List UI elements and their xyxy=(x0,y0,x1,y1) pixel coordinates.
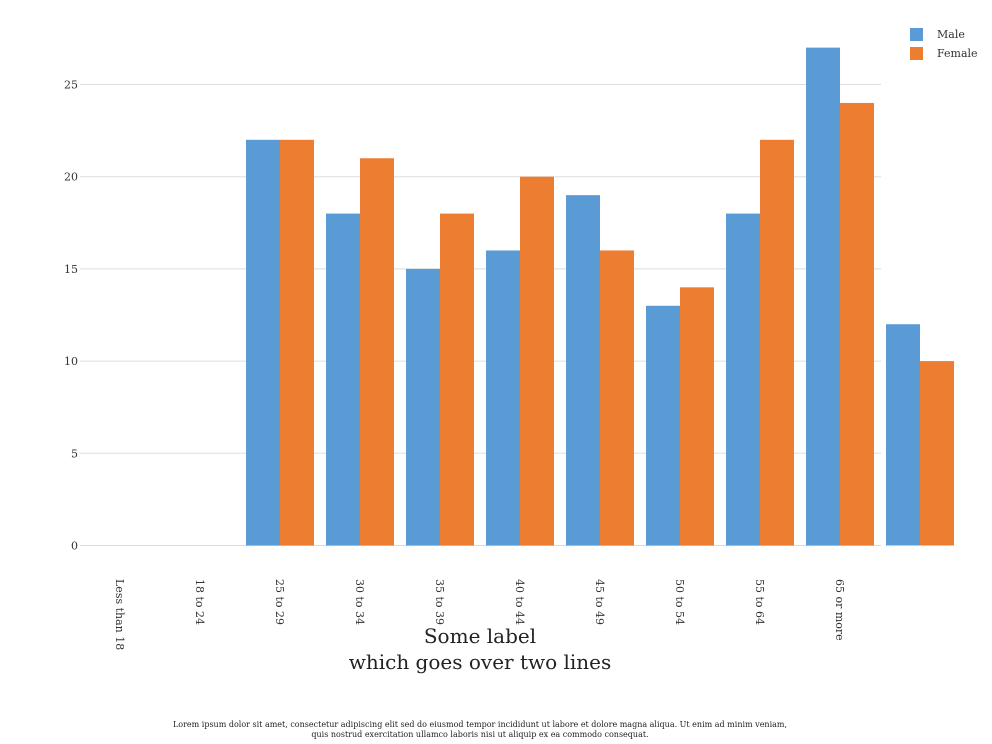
x-tick-label: 45 to 49 xyxy=(593,579,606,625)
y-axis-ticks: 0 5 10 15 20 25 xyxy=(64,79,78,553)
bar-male xyxy=(486,250,520,546)
bar-female xyxy=(520,176,554,546)
bar-male xyxy=(646,305,680,546)
y-tick-label: 20 xyxy=(64,171,78,184)
x-tick-label: 30 to 34 xyxy=(353,579,366,625)
bar-male xyxy=(886,324,920,546)
bar-male xyxy=(326,213,360,546)
x-axis-label-line-2: which goes over two lines xyxy=(349,650,612,674)
bar-male xyxy=(726,213,760,546)
bar-female xyxy=(600,250,634,546)
bar-female xyxy=(360,158,394,546)
caption-line-2: quis nostrud exercitation ullamco labori… xyxy=(311,730,649,739)
bars xyxy=(246,47,954,546)
x-tick-label: 55 to 64 xyxy=(753,579,766,625)
y-tick-label: 10 xyxy=(64,355,78,368)
bar-female xyxy=(840,102,874,546)
legend: Male Female xyxy=(910,28,978,60)
caption-line-1: Lorem ipsum dolor sit amet, consectetur … xyxy=(172,720,788,729)
x-axis-label: Some label which goes over two lines xyxy=(349,624,612,674)
y-tick-label: 25 xyxy=(64,79,78,92)
x-tick-label: 25 to 29 xyxy=(273,579,286,625)
bar-male xyxy=(806,47,840,546)
bar-female xyxy=(280,139,314,546)
x-axis-label-line-1: Some label xyxy=(424,624,536,648)
x-tick-label: 65 or more xyxy=(833,579,846,641)
x-tick-label: 35 to 39 xyxy=(433,579,446,625)
bar-female xyxy=(680,287,714,546)
x-tick-label: Less than 18 xyxy=(113,579,126,650)
legend-label-female: Female xyxy=(937,47,978,60)
x-tick-label: 40 to 44 xyxy=(513,579,526,625)
caption: Lorem ipsum dolor sit amet, consectetur … xyxy=(150,720,810,740)
bar-male xyxy=(246,139,280,546)
legend-swatch-female xyxy=(910,47,923,60)
bar-male xyxy=(566,195,600,546)
legend-label-male: Male xyxy=(937,28,965,41)
y-tick-label: 5 xyxy=(71,447,78,460)
y-tick-label: 15 xyxy=(64,263,78,276)
y-tick-label: 0 xyxy=(71,540,78,553)
x-axis-ticks: Less than 18 18 to 24 25 to 29 30 to 34 35 t… xyxy=(113,579,846,650)
legend-swatch-male xyxy=(910,28,923,41)
x-tick-label: 50 to 54 xyxy=(673,579,686,625)
bar-female xyxy=(440,213,474,546)
bar-female xyxy=(920,361,954,546)
bar-male xyxy=(406,268,440,546)
x-tick-label: 18 to 24 xyxy=(193,579,206,625)
bar-female xyxy=(760,139,794,546)
